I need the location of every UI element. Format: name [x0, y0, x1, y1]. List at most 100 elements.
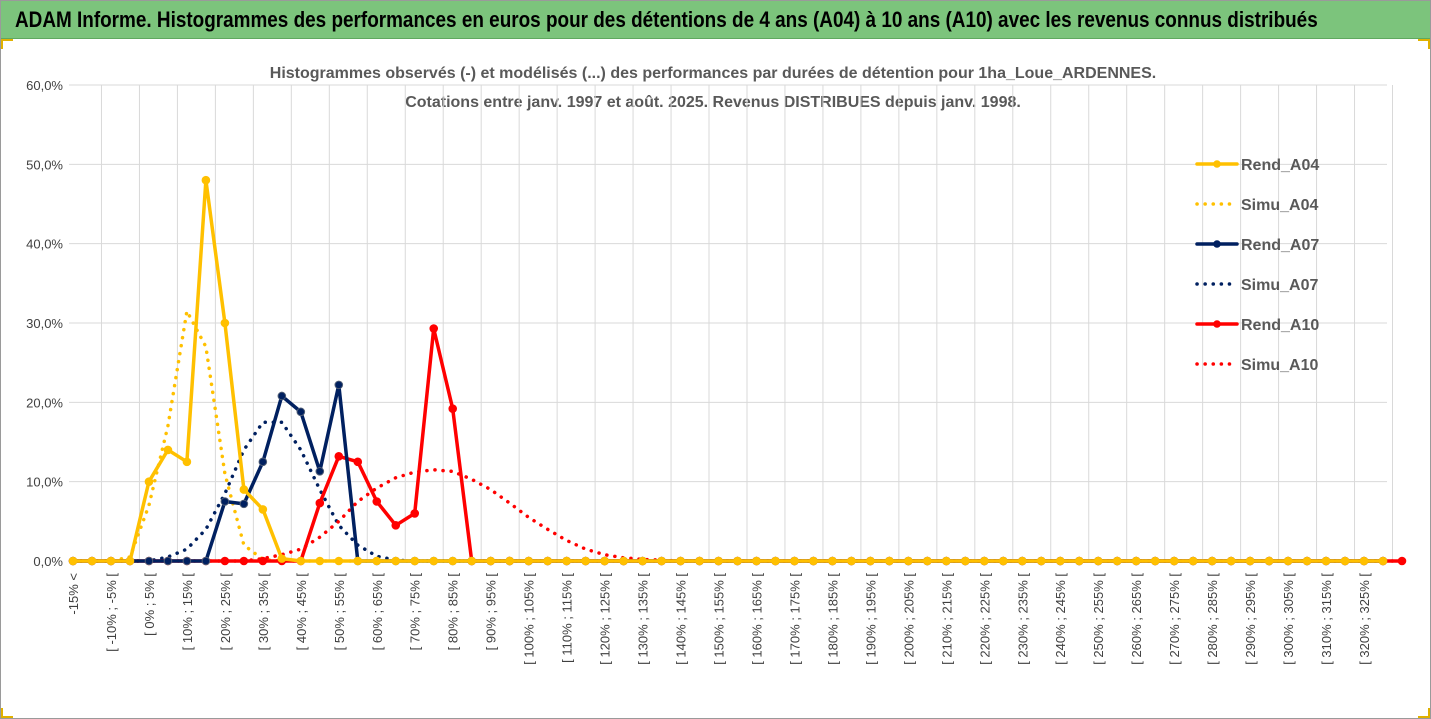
data-point-rend-a04	[828, 556, 837, 566]
data-point-rend-a04	[942, 556, 951, 566]
data-point-rend-a07	[163, 556, 173, 566]
x-tick-label: [ 240% ; 245% [	[1053, 573, 1068, 665]
data-point-rend-a10	[315, 498, 325, 508]
data-point-rend-a04	[1150, 556, 1160, 566]
data-point-rend-a07	[239, 499, 249, 509]
data-point-rend-a10	[429, 324, 439, 333]
x-tick-label: [ 210% ; 215% [	[939, 573, 954, 665]
data-point-rend-a04	[1226, 556, 1236, 566]
x-tick-label: [ 310% ; 315% [	[1319, 573, 1334, 665]
data-point-rend-a04	[1169, 556, 1179, 566]
data-point-rend-a04	[1017, 556, 1027, 566]
data-point-rend-a10	[410, 509, 420, 518]
data-point-rend-a04	[676, 556, 685, 566]
data-point-rend-a04	[543, 556, 552, 566]
x-tick-label: [ 100% ; 105% [	[522, 573, 537, 665]
corner-handle-bottom-right[interactable]	[1418, 708, 1430, 718]
data-point-rend-a10	[239, 556, 249, 566]
y-tick-label: 50,0%	[26, 157, 63, 172]
data-point-rend-a04	[1359, 556, 1369, 566]
data-point-rend-a10	[448, 404, 458, 413]
x-tick-label: [ 190% ; 195% [	[863, 573, 878, 665]
data-point-rend-a04	[1131, 556, 1141, 566]
data-point-rend-a04	[562, 556, 571, 566]
data-point-rend-a10	[1397, 556, 1407, 566]
data-point-rend-a04	[410, 556, 420, 566]
x-tick-label: [ 260% ; 265% [	[1129, 573, 1144, 665]
data-point-rend-a04	[1302, 556, 1312, 566]
data-point-rend-a04	[657, 556, 666, 566]
x-tick-label: [ 170% ; 175% [	[787, 573, 802, 665]
x-tick-label: [ 0% ; 5% [	[142, 573, 157, 636]
data-point-rend-a04	[334, 556, 344, 566]
grid	[69, 84, 1393, 562]
y-axis: 0,0% 10,0% 20,0% 30,0% 40,0% 50,0% 60,0%	[26, 78, 63, 569]
data-point-rend-a04	[638, 556, 647, 566]
legend-item-rend-a10[interactable]: Rend_A10	[1195, 317, 1319, 334]
x-tick-label: [ 230% ; 235% [	[1015, 573, 1030, 665]
x-tick-label: [ 200% ; 205% [	[901, 573, 916, 665]
data-point-rend-a04	[695, 556, 704, 566]
x-tick-label: [ 120% ; 125% [	[598, 573, 613, 665]
x-tick-label: [ 280% ; 285% [	[1205, 573, 1220, 665]
legend-item-simu-a10[interactable]: Simu_A10	[1195, 357, 1318, 374]
data-point-rend-a04	[486, 556, 495, 566]
x-tick-label: [ 10% ; 15% [	[180, 573, 195, 651]
corner-handle-bottom-left[interactable]	[1, 708, 13, 718]
x-tick-label: [ -10% ; -5% [	[104, 573, 119, 652]
x-tick-label: [ 140% ; 145% [	[674, 573, 689, 665]
legend-item-rend-a04[interactable]: Rend_A04	[1195, 157, 1319, 174]
data-point-rend-a04	[391, 556, 401, 566]
data-point-rend-a04	[847, 556, 856, 566]
corner-handle-top-left[interactable]	[1, 39, 13, 49]
y-tick-label: 10,0%	[26, 475, 63, 490]
data-point-rend-a04	[1264, 556, 1274, 566]
data-point-rend-a04	[467, 556, 476, 566]
corner-handle-top-right[interactable]	[1418, 39, 1430, 49]
y-tick-label: 0,0%	[33, 554, 63, 569]
y-tick-label: 60,0%	[26, 78, 63, 93]
y-tick-label: 20,0%	[26, 395, 63, 410]
series-line-rend-a04	[71, 178, 1385, 563]
chart-title-line-1: Histogrammes observés (-) et modélisés (…	[270, 65, 1156, 82]
legend[interactable]: Rend_A04 Simu_A04 Rend_A07 Simu_A07 Rend_A10…	[1195, 157, 1319, 374]
x-tick-label: [ 60% ; 65% [	[370, 573, 385, 651]
data-point-rend-a04	[429, 556, 439, 566]
data-point-rend-a10	[391, 521, 401, 530]
data-point-rend-a04	[733, 556, 742, 566]
x-tick-label: [ 290% ; 295% [	[1243, 573, 1258, 665]
data-point-rend-a10	[353, 457, 363, 467]
y-tick-label: 40,0%	[26, 237, 63, 252]
legend-item-rend-a07[interactable]: Rend_A07	[1195, 237, 1319, 254]
legend-item-simu-a04[interactable]: Simu_A04	[1195, 197, 1318, 214]
x-tick-label: [ 70% ; 75% [	[408, 573, 423, 651]
data-point-rend-a04	[353, 556, 363, 566]
data-point-rend-a07	[277, 391, 287, 401]
data-point-rend-a04	[980, 556, 989, 566]
x-tick-label: [ 320% ; 325% [	[1357, 573, 1372, 665]
data-point-rend-a07	[296, 407, 306, 417]
chart-title-line-2: Cotations entre janv. 1997 et août. 2025…	[405, 94, 1021, 111]
x-tick-label: [ 40% ; 45% [	[294, 573, 309, 651]
data-point-rend-a04	[1074, 556, 1084, 566]
data-point-rend-a04	[619, 556, 628, 566]
x-tick-label: [ 20% ; 25% [	[218, 573, 233, 651]
data-point-rend-a10	[220, 556, 230, 566]
data-point-rend-a07	[334, 380, 344, 390]
legend-item-simu-a07[interactable]: Simu_A07	[1195, 277, 1318, 294]
x-tick-label: [ 80% ; 85% [	[446, 573, 461, 651]
legend-label: Rend_A10	[1241, 317, 1319, 334]
data-point-rend-a04	[201, 175, 211, 185]
data-point-rend-a04	[258, 505, 268, 514]
y-tick-label: 30,0%	[26, 316, 63, 331]
data-point-rend-a04	[1188, 556, 1198, 566]
data-point-rend-a04	[1055, 556, 1065, 566]
data-point-rend-a04	[885, 556, 894, 566]
legend-label: Simu_A07	[1241, 277, 1318, 294]
x-tick-label: [ 250% ; 255% [	[1091, 573, 1106, 665]
data-point-rend-a07	[258, 457, 268, 467]
legend-label: Simu_A04	[1241, 197, 1318, 214]
data-point-rend-a04	[1340, 556, 1350, 566]
data-point-rend-a04	[790, 556, 799, 566]
